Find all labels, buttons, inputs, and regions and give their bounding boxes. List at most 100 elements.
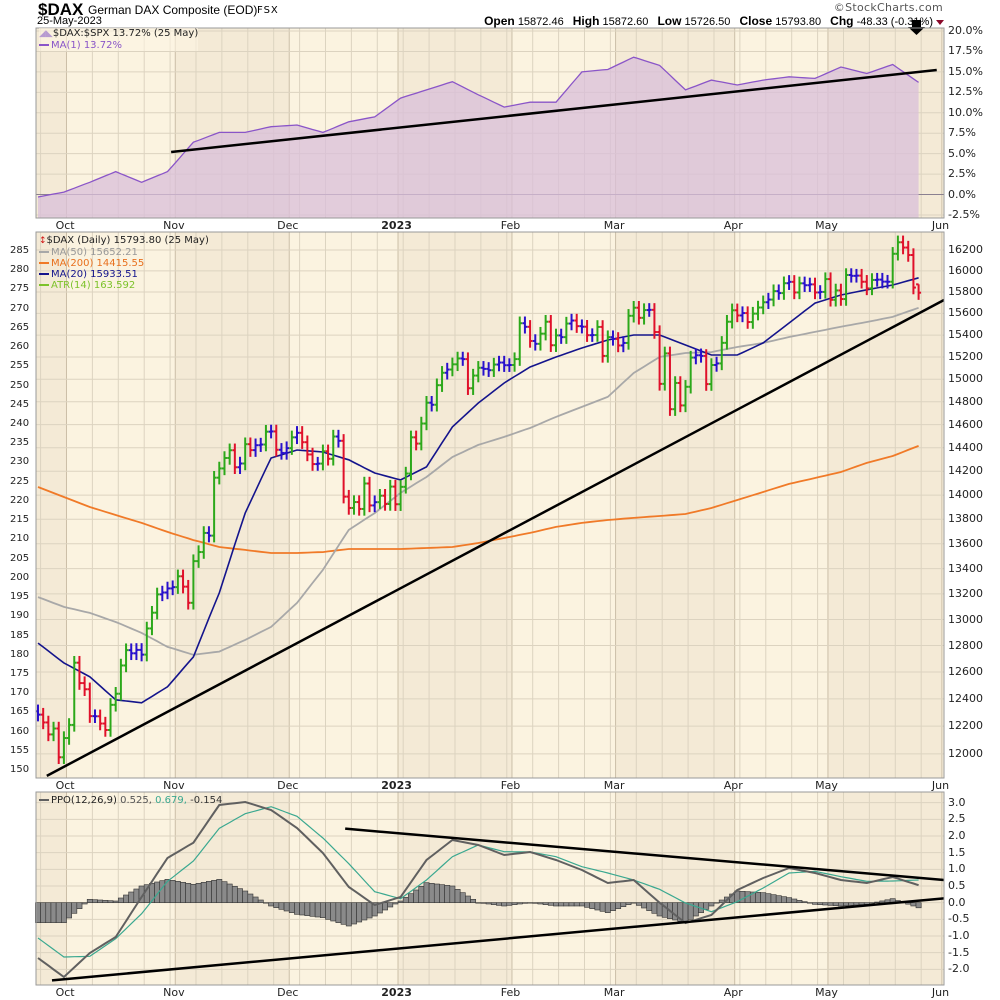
rs-axis-tick: 12.5% (948, 85, 983, 99)
histogram-bar (268, 902, 274, 907)
histogram-bar (516, 902, 523, 905)
bar-chart-icon: ↕ (39, 236, 47, 246)
histogram-bar (713, 902, 720, 904)
histogram-bar (288, 902, 295, 913)
histogram-bar (314, 902, 321, 918)
atr-axis-tick: 220 (10, 494, 30, 506)
rs-area (38, 57, 919, 219)
histogram-bar (791, 898, 798, 903)
price-bar (631, 301, 637, 323)
atr-axis-tick: 265 (10, 321, 30, 333)
histogram-bar (470, 899, 477, 903)
histogram-bar (703, 902, 710, 910)
histogram-bar (475, 902, 482, 904)
price-bar (113, 687, 119, 712)
histogram-bar (573, 902, 580, 907)
price-bar (822, 272, 828, 299)
histogram-bar (273, 902, 280, 908)
histogram-bar (553, 902, 559, 907)
histogram-bar (180, 882, 186, 903)
price-axis-tick: 13400 (948, 561, 983, 575)
histogram-bar (71, 902, 78, 914)
price-bar (755, 300, 761, 321)
price-bar (403, 466, 409, 494)
rs-legend-label: $DAX:$SPX 13.72% (25 May) (52, 28, 199, 39)
price-bar (636, 301, 642, 325)
price-axis-tick: 14800 (948, 394, 983, 408)
atr-axis-tick: 210 (10, 533, 30, 545)
price-bar (605, 330, 611, 363)
atr-axis-tick: 165 (10, 706, 30, 718)
price-bar (123, 643, 129, 673)
exchange-code: FSX (257, 5, 279, 16)
atr-axis-tick: 240 (10, 418, 30, 430)
price-bar (175, 569, 181, 594)
instrument-name: German DAX Composite (EOD) (88, 3, 258, 17)
histogram-bar (221, 881, 228, 903)
price-bar (698, 348, 704, 363)
price-bar (418, 416, 424, 451)
ma200-swatch-icon (39, 262, 49, 264)
atr-axis-tick: 205 (10, 552, 30, 564)
histogram-bar (879, 900, 886, 903)
month-label-2023: 2023 (381, 986, 412, 999)
price-bar (465, 352, 471, 395)
histogram-bar (304, 902, 311, 916)
price-bar (356, 495, 362, 516)
atr-axis-tick: 235 (10, 437, 30, 449)
price-bar (791, 275, 797, 300)
histogram-bar (200, 882, 207, 903)
close-label: Close (739, 14, 773, 28)
histogram-bar (356, 902, 363, 923)
price-axis-tick: 14000 (948, 488, 983, 502)
rs-trendline (170, 68, 937, 154)
ma20-legend-label: MA(20) 15933.51 (51, 269, 138, 280)
price-legend: ↕$DAX (Daily) 15793.80 (25 May) MA(50) 1… (39, 235, 209, 291)
price-bar (154, 587, 160, 620)
price-axis-tick: 13000 (948, 612, 983, 626)
price-bar (66, 718, 72, 745)
ppo-axis-tick: -2.0 (948, 962, 970, 976)
price-axis-tick: 12600 (948, 664, 983, 678)
histogram-bar (226, 883, 233, 903)
price-bar (677, 376, 683, 413)
histogram-bar (86, 899, 93, 903)
histogram-bar (594, 902, 601, 911)
price-bar (734, 303, 740, 323)
histogram-bar (806, 902, 813, 904)
price-bar (584, 319, 590, 342)
histogram-bar (568, 902, 575, 907)
histogram-bar (584, 902, 590, 908)
histogram-bar (190, 884, 197, 903)
price-bar (87, 682, 93, 723)
price-bar (916, 283, 922, 300)
price-bar (211, 470, 217, 543)
panel-border (35, 27, 945, 219)
price-bar (667, 346, 673, 416)
price-bar (558, 328, 564, 344)
histogram-bar (418, 886, 425, 903)
atr-swatch-icon (39, 284, 49, 286)
histogram-bar (195, 883, 202, 903)
atr-axis-tick: 285 (10, 244, 30, 256)
price-bar (273, 424, 279, 457)
price-bar (501, 355, 507, 372)
price-bar (102, 716, 108, 737)
stockcharts-watermark[interactable]: ©StockCharts.com (833, 1, 943, 14)
histogram-bar (66, 902, 72, 919)
rs-line (37, 56, 919, 198)
atr-axis-tick: 180 (10, 648, 30, 660)
price-bar (569, 313, 575, 331)
histogram-bar (915, 902, 922, 909)
histogram-bar (708, 902, 715, 907)
ma50-swatch-icon (39, 251, 49, 253)
histogram-bar (325, 902, 331, 920)
price-bar (424, 395, 429, 431)
histogram-bar (408, 893, 414, 903)
price-bar (657, 325, 663, 391)
histogram-bar (257, 899, 264, 903)
ppo-swatch-icon (39, 799, 49, 801)
histogram-bar (263, 902, 269, 904)
price-bar (708, 358, 714, 391)
